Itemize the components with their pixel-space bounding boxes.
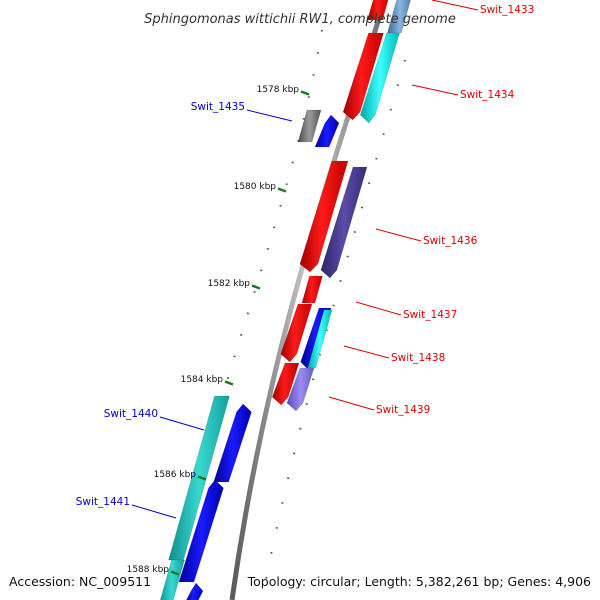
gene-feature[interactable] [367, 0, 390, 21]
gene-leader-line [431, 0, 479, 11]
gene-label[interactable]: Swit_1436 [423, 235, 478, 247]
tick-label: 1586 kbp [154, 470, 197, 480]
gene-feature[interactable] [178, 479, 224, 583]
tick-label: 1578 kbp [257, 85, 300, 95]
gene-leader-line [375, 228, 422, 242]
gene-label[interactable]: Swit_1437 [403, 309, 457, 321]
gene-feature[interactable] [213, 403, 252, 483]
gene-feature[interactable] [359, 32, 400, 124]
gene-feature[interactable] [271, 362, 300, 406]
gene-label[interactable]: Swit_1435 [191, 101, 245, 113]
accession-text: Accession: NC_009511 [9, 574, 151, 589]
gene-feature[interactable] [342, 32, 384, 121]
gene-feature[interactable] [297, 109, 322, 143]
gene-feature[interactable] [299, 160, 349, 273]
gene-label[interactable]: Swit_1434 [460, 89, 515, 101]
gene-leader-line [343, 345, 390, 359]
gene-leader-line [246, 109, 293, 122]
gene-feature[interactable] [307, 309, 333, 369]
tick-mark [300, 90, 310, 96]
tick-mark [224, 380, 234, 386]
gene-leader-line [131, 504, 177, 519]
topology-text: Topology: circular; Length: 5,382,261 bp… [247, 574, 591, 589]
gene-feature[interactable] [159, 559, 185, 600]
gene-label[interactable]: Swit_1433 [480, 4, 534, 16]
gene-leader-line [411, 84, 459, 96]
tick-mark [277, 187, 287, 193]
gene-label[interactable]: Swit_1440 [104, 408, 158, 420]
gene-feature[interactable] [286, 367, 315, 412]
gene-feature[interactable] [314, 114, 340, 148]
tick-label: 1588 kbp [127, 565, 170, 575]
gene-feature[interactable] [320, 166, 368, 279]
gene-feature[interactable] [184, 582, 204, 600]
tick-mark [170, 570, 180, 576]
tick-mark [251, 284, 261, 290]
gene-feature[interactable] [301, 275, 323, 304]
map-title: Sphingomonas wittichii RW1, complete gen… [144, 12, 456, 27]
tick-label: 1584 kbp [181, 375, 224, 385]
tick-label: 1582 kbp [208, 279, 251, 289]
gene-leader-line [328, 396, 375, 411]
gene-leader-line [355, 301, 402, 316]
gene-label[interactable]: Swit_1441 [76, 496, 130, 508]
tick-mark [197, 475, 207, 481]
tick-label: 1580 kbp [234, 182, 277, 192]
gene-leader-line [159, 416, 205, 431]
gene-feature[interactable] [280, 303, 313, 363]
gene-label[interactable]: Swit_1439 [376, 404, 430, 416]
gene-label[interactable]: Swit_1438 [391, 352, 445, 364]
gene-feature[interactable] [386, 0, 412, 34]
